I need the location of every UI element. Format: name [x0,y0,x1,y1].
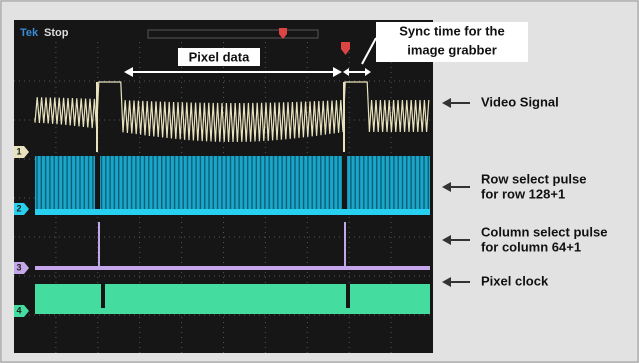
channel-number: 3 [16,262,21,272]
row-gap [342,156,347,209]
column-trace [35,266,430,270]
clock-trace [35,284,430,314]
clock-gap [101,284,105,308]
scene: Tek Stop 1 2 3 4 Pixel data Sync time for t… [0,0,639,363]
row-trace [35,156,430,210]
label-text: Column select pulse [481,224,607,239]
label-text: Video Signal [481,94,559,109]
status: Stop [44,27,69,39]
sync-label: Sync time for the [399,23,504,38]
label-text: Pixel clock [481,273,549,288]
row-gap [95,156,100,209]
pixel-data-label: Pixel data [189,49,250,64]
clock-gap [346,284,350,308]
row-baseline [35,209,430,215]
channel-number: 2 [16,203,21,213]
label-text: for column 64+1 [481,239,581,254]
brand: Tek [20,27,39,39]
channel-number: 4 [16,305,21,315]
label-text: Row select pulse [481,171,586,186]
channel-number: 1 [16,146,21,156]
sync-label: image grabber [407,42,497,57]
label-text: for row 128+1 [481,186,565,201]
